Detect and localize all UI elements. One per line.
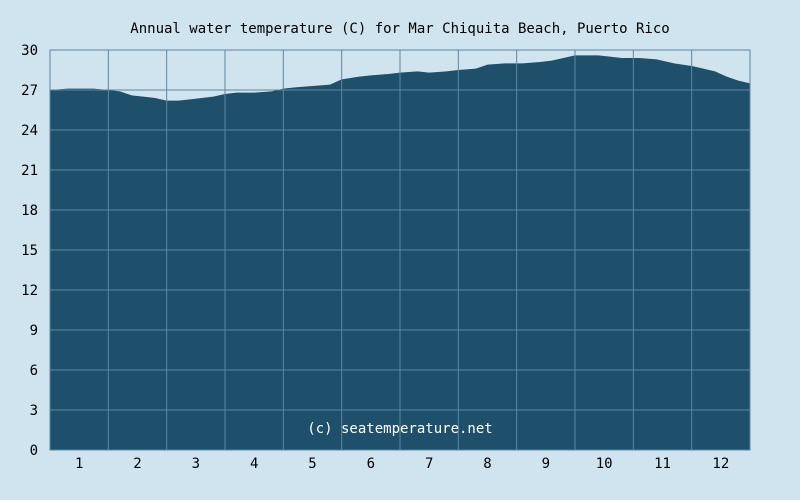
- y-tick-label: 27: [21, 83, 38, 99]
- x-tick-label: 7: [425, 456, 433, 472]
- y-tick-label: 0: [30, 443, 38, 459]
- y-tick-label: 6: [30, 363, 38, 379]
- x-tick-label: 2: [133, 456, 141, 472]
- y-tick-label: 30: [21, 43, 38, 59]
- x-axis-ticks: 1 2 3 4 5 6 7 8 9 10 11 12: [75, 456, 729, 472]
- plot-border: [49, 49, 751, 451]
- y-tick-label: 12: [21, 283, 38, 299]
- watermark-text: (c) seatemperature.net: [307, 421, 492, 437]
- y-tick-label: 3: [30, 403, 38, 419]
- x-tick-label: 6: [367, 456, 375, 472]
- y-tick-label: 21: [21, 163, 38, 179]
- x-tick-label: 3: [192, 456, 200, 472]
- x-tick-label: 4: [250, 456, 258, 472]
- y-tick-label: 18: [21, 203, 38, 219]
- x-tick-label: 12: [712, 456, 729, 472]
- y-axis-ticks: 0 3 6 9 12 15 18 21 24 27 30: [21, 43, 38, 459]
- x-tick-label: 11: [654, 456, 671, 472]
- x-tick-label: 8: [483, 456, 491, 472]
- y-tick-label: 24: [21, 123, 38, 139]
- x-tick-label: 1: [75, 456, 83, 472]
- grid-layer: [50, 50, 750, 450]
- x-tick-label: 10: [596, 456, 613, 472]
- chart-title: Annual water temperature (C) for Mar Chi…: [130, 21, 669, 37]
- x-tick-label: 5: [308, 456, 316, 472]
- x-tick-label: 9: [542, 456, 550, 472]
- y-tick-label: 9: [30, 323, 38, 339]
- y-tick-label: 15: [21, 243, 38, 259]
